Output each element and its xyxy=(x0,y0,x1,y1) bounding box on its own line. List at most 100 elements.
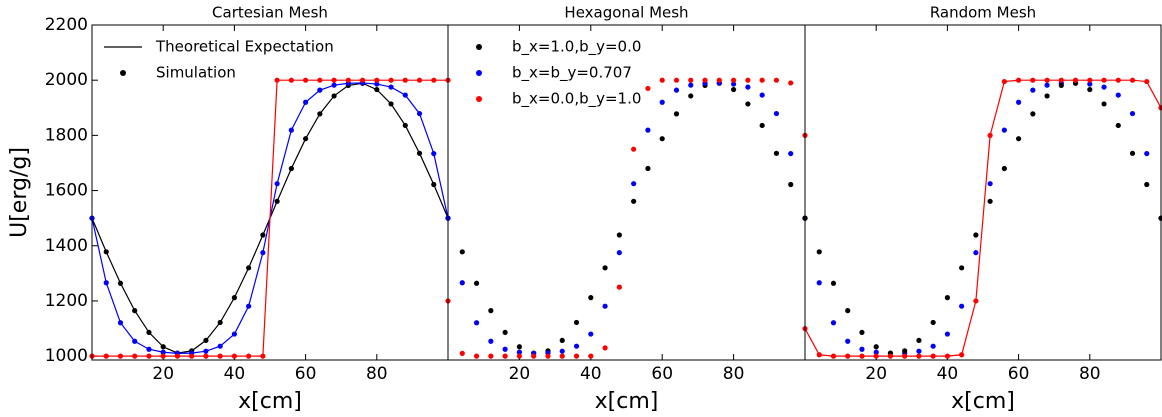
data-point xyxy=(1101,84,1107,90)
data-point xyxy=(616,250,622,256)
data-point xyxy=(1001,78,1007,85)
data-point xyxy=(459,280,465,286)
data-point xyxy=(1016,136,1022,142)
data-point xyxy=(174,353,181,359)
x-axis-label: x[cm] xyxy=(951,389,1015,414)
data-point xyxy=(146,353,152,359)
data-point xyxy=(788,150,794,157)
data-point xyxy=(203,337,209,344)
data-point xyxy=(816,249,822,255)
data-point xyxy=(759,122,765,129)
data-point xyxy=(260,250,266,256)
data-point xyxy=(502,329,508,336)
legend-dot xyxy=(120,70,126,76)
data-point xyxy=(930,343,936,349)
data-point xyxy=(374,81,380,87)
data-point xyxy=(388,101,394,107)
data-point xyxy=(431,77,437,83)
data-point xyxy=(1030,111,1036,117)
data-point xyxy=(944,353,951,359)
data-point xyxy=(602,345,608,351)
data-point xyxy=(688,77,694,83)
data-point xyxy=(331,93,337,99)
data-point xyxy=(645,85,651,92)
data-point xyxy=(1044,82,1050,88)
data-point xyxy=(160,349,166,355)
data-point xyxy=(1016,77,1022,83)
y-tick-label: 1800 xyxy=(45,125,88,145)
data-point xyxy=(731,81,737,87)
data-point xyxy=(388,84,394,90)
data-point xyxy=(959,265,965,271)
data-point xyxy=(830,280,837,286)
data-point xyxy=(132,353,138,359)
data-point xyxy=(959,303,965,309)
data-point xyxy=(531,353,537,359)
data-point xyxy=(987,181,993,187)
data-point xyxy=(402,122,408,129)
data-point xyxy=(930,353,936,359)
data-point xyxy=(103,249,109,255)
data-point xyxy=(887,353,894,359)
series-line xyxy=(92,79,448,357)
x-axis-label: x[cm] xyxy=(595,389,659,414)
data-point xyxy=(845,308,851,314)
legend-label: b_x=b_y=0.707 xyxy=(512,64,632,83)
data-point xyxy=(459,350,465,356)
data-point xyxy=(260,353,266,359)
legend-dot xyxy=(476,96,482,102)
data-point xyxy=(488,308,494,314)
data-point xyxy=(502,346,508,352)
data-point xyxy=(1058,82,1064,89)
data-point xyxy=(274,181,280,187)
plot-frame xyxy=(804,24,1162,361)
x-tick-label: 60 xyxy=(651,364,673,384)
data-point xyxy=(331,77,337,83)
data-point xyxy=(788,80,794,86)
data-point xyxy=(1129,110,1136,117)
data-point xyxy=(231,353,237,359)
data-point xyxy=(773,77,780,83)
data-point xyxy=(160,344,166,350)
data-point xyxy=(631,146,637,152)
data-point xyxy=(416,150,423,156)
data-point xyxy=(645,127,651,133)
data-point xyxy=(132,338,138,344)
x-tick-label: 80 xyxy=(1079,364,1101,384)
data-point xyxy=(659,77,665,83)
data-point xyxy=(816,280,822,286)
x-tick-label: 80 xyxy=(723,364,745,384)
data-point xyxy=(973,298,979,304)
data-point xyxy=(374,86,380,93)
data-point xyxy=(673,111,680,117)
data-point xyxy=(859,353,865,359)
data-point xyxy=(317,111,323,117)
x-axis-label: x[cm] xyxy=(238,389,302,414)
data-point xyxy=(745,77,751,83)
data-point xyxy=(688,93,694,99)
legend-dot xyxy=(476,44,482,50)
data-point xyxy=(160,353,166,359)
data-point xyxy=(117,353,124,359)
data-point xyxy=(459,249,465,255)
data-point xyxy=(117,280,124,286)
y-tick-label: 1400 xyxy=(45,236,88,256)
data-point xyxy=(559,348,565,354)
data-point xyxy=(431,181,437,188)
data-point xyxy=(788,181,794,188)
data-point xyxy=(488,338,494,344)
legend-dot xyxy=(476,70,482,76)
data-point xyxy=(1030,87,1036,93)
data-point xyxy=(673,87,680,93)
x-tick-label: 20 xyxy=(865,364,887,384)
data-point xyxy=(516,353,523,359)
data-point xyxy=(1087,77,1093,83)
y-tick-label: 1000 xyxy=(45,346,88,366)
data-point xyxy=(987,132,993,138)
data-point xyxy=(659,99,665,105)
x-tick-label: 40 xyxy=(937,364,959,384)
data-point xyxy=(645,165,651,172)
data-point xyxy=(246,353,252,359)
legend-label: b_x=1.0,b_y=0.0 xyxy=(512,38,641,57)
data-point xyxy=(616,284,622,290)
